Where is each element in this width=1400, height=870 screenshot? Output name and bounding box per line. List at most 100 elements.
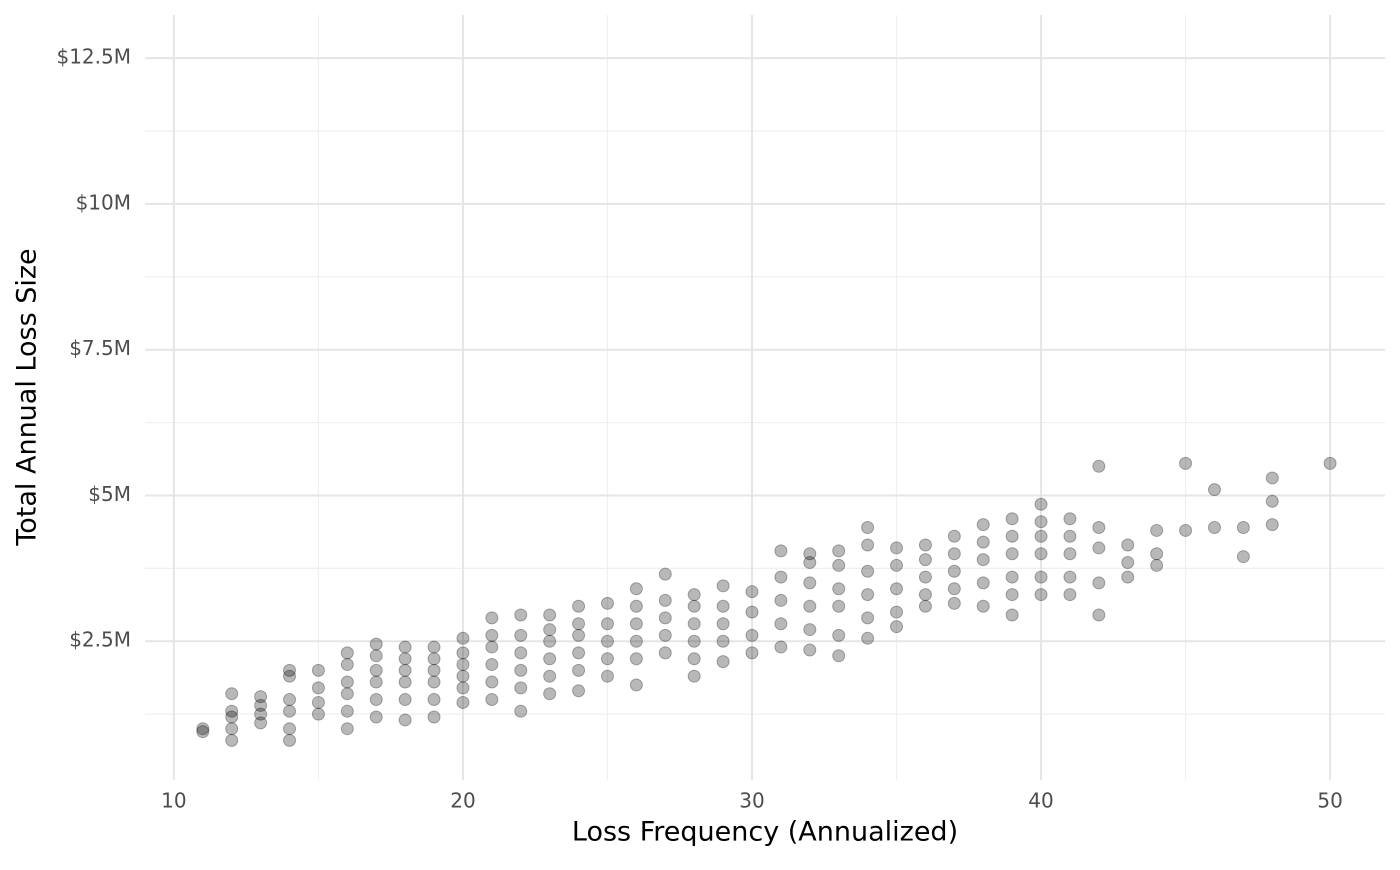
- point: [283, 704, 297, 718]
- point: [456, 646, 470, 660]
- point: [918, 570, 932, 584]
- point: [572, 663, 586, 677]
- point: [398, 640, 412, 654]
- point: [1179, 523, 1193, 537]
- point: [369, 637, 383, 651]
- point: [1207, 521, 1221, 535]
- point: [803, 643, 817, 657]
- point: [918, 553, 932, 567]
- point: [890, 582, 904, 596]
- point: [1063, 529, 1077, 543]
- point: [1265, 494, 1279, 508]
- x-tick-label: 20: [450, 789, 475, 813]
- point: [340, 704, 354, 718]
- point: [340, 658, 354, 672]
- point: [629, 652, 643, 666]
- point: [514, 628, 528, 642]
- point: [514, 681, 528, 695]
- point: [283, 693, 297, 707]
- point: [340, 675, 354, 689]
- point: [1034, 529, 1048, 543]
- point: [398, 713, 412, 727]
- point: [1179, 456, 1193, 470]
- point: [398, 663, 412, 677]
- point: [514, 704, 528, 718]
- point: [1005, 570, 1019, 584]
- point: [861, 631, 875, 645]
- point: [427, 710, 441, 724]
- point: [774, 593, 788, 607]
- point: [1005, 512, 1019, 526]
- point: [1092, 576, 1106, 590]
- point: [369, 710, 383, 724]
- point: [774, 617, 788, 631]
- point: [340, 722, 354, 736]
- point: [196, 725, 210, 739]
- point: [890, 620, 904, 634]
- point: [918, 599, 932, 613]
- point: [543, 687, 557, 701]
- point: [427, 640, 441, 654]
- point: [427, 675, 441, 689]
- point: [485, 675, 499, 689]
- point: [716, 655, 730, 669]
- x-tick-label: 10: [161, 789, 186, 813]
- point: [225, 722, 239, 736]
- point: [745, 646, 759, 660]
- point: [687, 617, 701, 631]
- grid: [145, 15, 1385, 780]
- point: [514, 608, 528, 622]
- y-axis-title: Total Annual Loss Size: [12, 248, 43, 546]
- point: [1092, 521, 1106, 535]
- point: [1150, 547, 1164, 561]
- point: [456, 658, 470, 672]
- point: [543, 669, 557, 683]
- point: [427, 693, 441, 707]
- point: [658, 611, 672, 625]
- point: [890, 541, 904, 555]
- point: [861, 588, 875, 602]
- point: [572, 684, 586, 698]
- point: [861, 521, 875, 535]
- point: [1236, 521, 1250, 535]
- point: [947, 547, 961, 561]
- point: [543, 608, 557, 622]
- point: [572, 646, 586, 660]
- point: [283, 663, 297, 677]
- point: [803, 576, 817, 590]
- point: [369, 649, 383, 663]
- point: [600, 652, 614, 666]
- point: [947, 529, 961, 543]
- point: [658, 628, 672, 642]
- point: [890, 558, 904, 572]
- point: [1063, 512, 1077, 526]
- point: [832, 582, 846, 596]
- point: [947, 564, 961, 578]
- point: [456, 681, 470, 695]
- point: [1323, 456, 1337, 470]
- point: [803, 623, 817, 637]
- point: [369, 693, 383, 707]
- point: [427, 652, 441, 666]
- point: [1121, 570, 1135, 584]
- point: [832, 558, 846, 572]
- point: [803, 556, 817, 570]
- point: [774, 640, 788, 654]
- y-tick-label: $12.5M: [56, 45, 131, 69]
- point: [254, 698, 268, 712]
- point: [976, 576, 990, 590]
- point: [600, 596, 614, 610]
- point: [629, 599, 643, 613]
- y-tick-label: $5M: [88, 482, 131, 506]
- point: [369, 675, 383, 689]
- point: [1063, 547, 1077, 561]
- point: [861, 564, 875, 578]
- point: [1150, 523, 1164, 537]
- point: [572, 628, 586, 642]
- point: [225, 704, 239, 718]
- point: [1092, 459, 1106, 473]
- point: [832, 599, 846, 613]
- point: [1034, 515, 1048, 529]
